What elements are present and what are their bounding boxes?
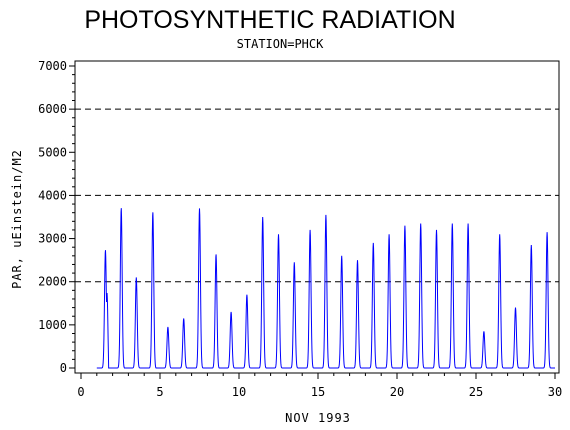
y-tick-label: 0 — [60, 361, 67, 375]
x-tick-label: 20 — [390, 385, 404, 399]
y-axis-title: PAR, uEinstein/M2 — [10, 149, 24, 289]
y-tick-label: 4000 — [38, 188, 67, 202]
y-tick-label: 6000 — [38, 102, 67, 116]
plot-frame — [74, 60, 560, 374]
y-tick-label: 1000 — [38, 318, 67, 332]
x-tick-label: 10 — [232, 385, 246, 399]
chart-subtitle: STATION=PHCK — [236, 37, 324, 51]
y-tick-label: 3000 — [38, 232, 67, 246]
series-line-0 — [96, 208, 555, 369]
reference-lines — [75, 108, 559, 283]
y-tick-label: 7000 — [38, 59, 67, 73]
x-axis-title: NOV 1993 — [285, 411, 351, 425]
x-axis: 0 5 10 15 20 25 30 — [77, 373, 562, 399]
x-tick-label: 0 — [77, 385, 84, 399]
x-tick-label: 30 — [548, 385, 562, 399]
y-axis: 0 1000 2000 3000 4000 5000 6000 7000 — [38, 59, 75, 375]
x-tick-label: 25 — [469, 385, 483, 399]
x-tick-label: 15 — [311, 385, 325, 399]
chart-title: PHOTOSYNTHETIC RADIATION — [84, 6, 456, 34]
y-tick-label: 5000 — [38, 145, 67, 159]
series-layer — [96, 208, 555, 369]
x-tick-label: 5 — [156, 385, 163, 399]
y-tick-label: 2000 — [38, 275, 67, 289]
